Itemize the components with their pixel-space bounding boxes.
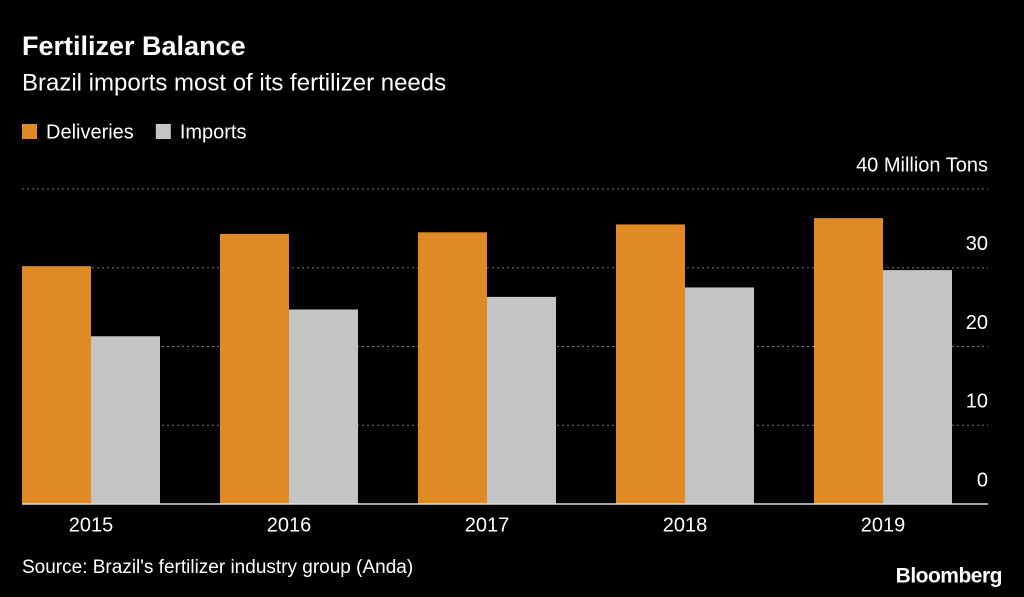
bar [685, 287, 754, 504]
chart-title: Fertilizer Balance [22, 31, 246, 61]
y-tick-label: 10 [966, 391, 988, 413]
y-tick-label: 30 [966, 233, 988, 255]
y-tick-label: 20 [966, 312, 988, 334]
legend-swatch [22, 124, 37, 139]
bar [91, 336, 160, 504]
y-tick-label: 0 [977, 469, 988, 491]
bar [418, 232, 487, 504]
bar [616, 224, 685, 504]
logo: Bloomberg [896, 565, 1002, 588]
x-tick-label: 2018 [663, 514, 708, 536]
source: Source: Brazil's fertilizer industry gro… [22, 557, 413, 578]
x-tick-label: 2016 [267, 514, 312, 536]
bar [289, 309, 358, 504]
legend-swatch [155, 124, 171, 139]
x-tick-label: 2019 [861, 514, 906, 536]
y-tick-label: 40 Million Tons [856, 154, 988, 176]
chart-subtitle: Brazil imports most of its fertilizer ne… [22, 69, 446, 96]
bar [220, 233, 289, 504]
bar [883, 270, 952, 504]
x-tick-label: 2015 [69, 514, 114, 536]
bar [22, 266, 91, 504]
bar [487, 296, 556, 504]
bar [814, 218, 883, 504]
legend-label: Imports [180, 121, 247, 143]
legend-label: Deliveries [46, 121, 134, 143]
x-tick-label: 2017 [465, 514, 510, 536]
